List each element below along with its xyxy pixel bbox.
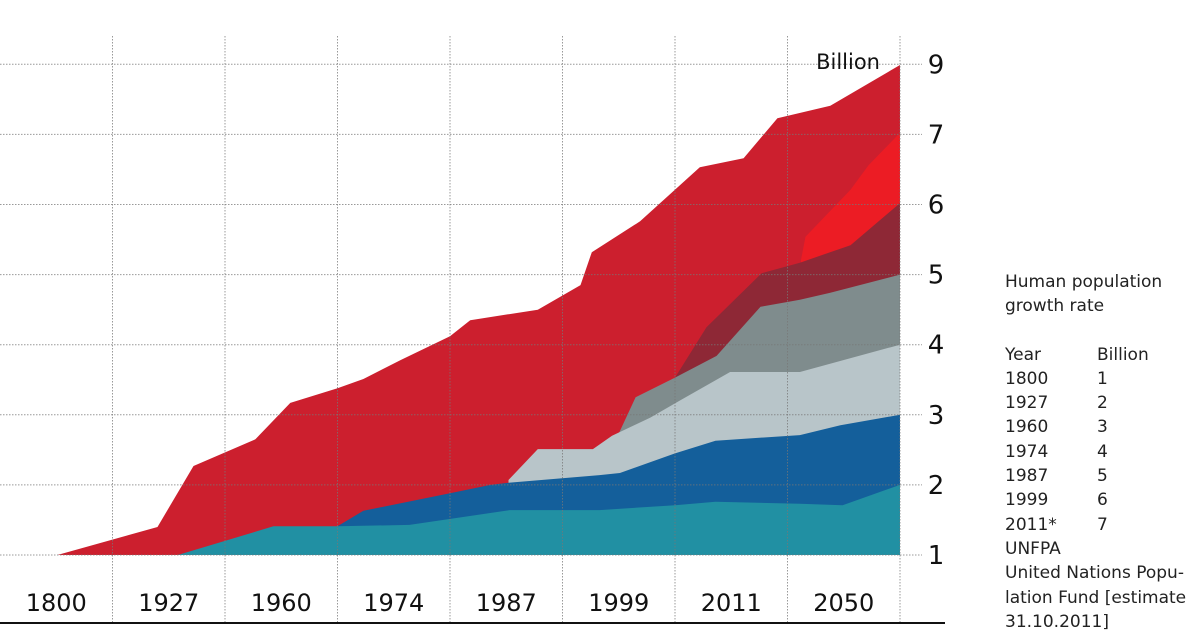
x-tick-label: 1800 [26,589,87,617]
y-tick-label: 1 [928,541,945,571]
row-year: 1987 [1005,466,1049,487]
header-billion: Billion [1097,344,1149,365]
row-billion: 7 [1097,514,1108,535]
x-tick-label: 2050 [813,589,874,617]
table-row: 1987 5 [1005,464,1200,488]
x-tick-label: 1974 [363,589,424,617]
side-panel: Human population growth rate Year Billio… [1005,270,1200,634]
table-row: 1999 6 [1005,488,1200,512]
y-axis-tick-labels: 1 2 3 4 5 6 7 9 [928,50,945,571]
row-year: 1960 [1005,417,1049,438]
y-tick-label: 7 [928,120,945,150]
x-tick-label: 1999 [588,589,649,617]
header-year: Year [1005,344,1041,365]
y-tick-label: 6 [928,191,945,221]
row-billion: 6 [1097,490,1108,511]
x-tick-label: 1927 [138,589,199,617]
x-tick-label: 1987 [476,589,537,617]
row-year: 1927 [1005,393,1049,414]
row-year: 1800 [1005,368,1049,389]
table-row: 1974 4 [1005,440,1200,464]
table-header: Year Billion [1005,343,1200,367]
row-billion: 3 [1097,417,1108,438]
row-year: 1974 [1005,441,1049,462]
y-tick-label: 5 [928,261,945,291]
row-billion: 5 [1097,466,1108,487]
x-axis-tick-labels: 1800 1927 1960 1974 1987 1999 2011 2050 [26,589,875,617]
x-tick-label: 1960 [251,589,312,617]
table-row: 1800 1 [1005,367,1200,391]
row-billion: 2 [1097,393,1108,414]
table-rows: 1800 1 1927 2 1960 3 1974 4 1987 5 1999 6 2011* 7 [1005,367,1200,537]
row-year: 1999 [1005,490,1049,511]
y-tick-label: 3 [928,401,945,431]
side-panel-title: Human population growth rate [1005,272,1163,317]
row-year: 2011* [1005,514,1057,535]
table-row: 2011* 7 [1005,513,1200,537]
x-tick-label: 2011 [701,589,762,617]
table-row: 1927 2 [1005,391,1200,415]
y-tick-label: 4 [928,331,945,361]
area-layers [57,65,900,555]
unit-label: Billion [816,50,880,74]
y-tick-label: 9 [928,50,945,80]
gridlines [0,36,922,623]
row-billion: 4 [1097,441,1108,462]
area-teal [177,484,900,555]
source-note: UNFPA United Nations Popu- lation Fund [… [1005,538,1187,632]
y-tick-label: 2 [928,471,945,501]
row-billion: 1 [1097,368,1108,389]
table-row: 1960 3 [1005,415,1200,439]
